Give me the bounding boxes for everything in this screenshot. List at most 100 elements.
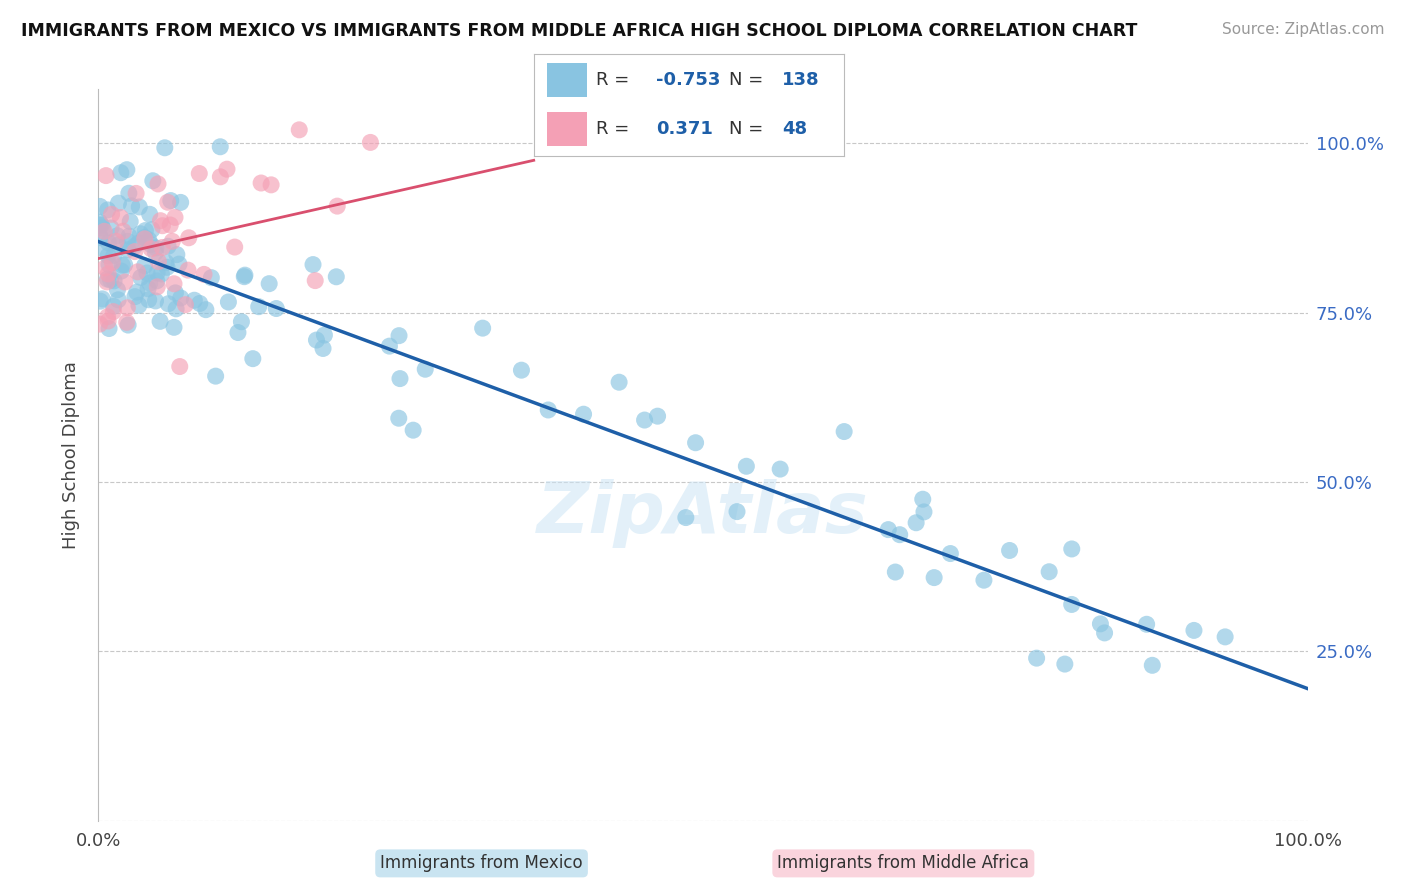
Point [100, 207, 122, 221]
Point [97, 235, 120, 250]
Point [149, 213, 172, 227]
Point [114, 258, 136, 272]
Point [141, 222, 163, 236]
Point [94, 260, 117, 275]
Point [121, 199, 143, 213]
Point [471, 321, 494, 335]
Text: R =: R = [596, 70, 636, 88]
Point [163, 320, 186, 334]
Point [89, 218, 111, 232]
Point [124, 239, 146, 253]
Point [647, 409, 669, 424]
Point [94, 169, 117, 183]
Point [97, 202, 120, 217]
Bar [547, 112, 586, 145]
Point [89, 215, 111, 229]
Point [110, 264, 132, 278]
Point [89, 230, 111, 244]
Point [96, 272, 118, 286]
Text: -0.753: -0.753 [657, 70, 721, 88]
Point [911, 492, 934, 507]
Point [1142, 658, 1164, 673]
Point [94, 243, 117, 257]
Point [675, 510, 697, 524]
Point [139, 237, 162, 252]
Point [148, 254, 170, 268]
Point [257, 277, 280, 291]
Text: N =: N = [730, 120, 769, 138]
Point [1094, 626, 1116, 640]
Point [157, 297, 180, 311]
Point [100, 273, 122, 287]
Point [138, 293, 160, 307]
Point [233, 269, 256, 284]
Text: N =: N = [730, 70, 769, 88]
Point [89, 294, 111, 309]
Point [1038, 565, 1060, 579]
Point [97, 249, 120, 263]
Point [973, 573, 995, 587]
Text: 138: 138 [782, 70, 820, 88]
Point [312, 342, 335, 356]
Point [115, 162, 138, 177]
Point [110, 166, 132, 180]
Point [769, 462, 792, 476]
Point [325, 269, 347, 284]
Point [128, 200, 150, 214]
Point [129, 270, 152, 285]
Point [124, 244, 146, 259]
Point [103, 274, 125, 288]
Point [167, 257, 190, 271]
Point [884, 565, 907, 579]
Point [142, 174, 165, 188]
Point [134, 230, 156, 244]
Point [118, 229, 141, 244]
Point [1136, 617, 1159, 632]
Point [233, 268, 256, 282]
Point [1182, 624, 1205, 638]
Point [90, 230, 112, 244]
Point [153, 141, 176, 155]
Point [152, 219, 174, 233]
Point [145, 245, 167, 260]
Text: R =: R = [596, 120, 636, 138]
Point [912, 505, 935, 519]
Point [136, 282, 159, 296]
Point [217, 295, 239, 310]
Point [200, 270, 222, 285]
Point [326, 199, 349, 213]
Point [413, 362, 436, 376]
Point [156, 195, 179, 210]
Point [146, 280, 169, 294]
Text: Source: ZipAtlas.com: Source: ZipAtlas.com [1222, 22, 1385, 37]
Point [127, 236, 149, 251]
Point [905, 516, 928, 530]
Point [146, 266, 169, 280]
Point [97, 267, 120, 281]
Point [388, 411, 411, 425]
Point [103, 299, 125, 313]
Point [110, 211, 132, 225]
Point [125, 186, 148, 201]
Point [165, 285, 187, 300]
Point [226, 326, 249, 340]
Point [91, 220, 114, 235]
Point [314, 328, 336, 343]
Point [1213, 630, 1236, 644]
Point [174, 298, 197, 312]
Point [145, 293, 167, 308]
Point [1090, 616, 1112, 631]
Point [101, 255, 124, 269]
Point [107, 196, 129, 211]
Point [128, 298, 150, 312]
Point [117, 235, 139, 249]
Point [388, 328, 411, 343]
Point [159, 194, 181, 208]
Point [725, 505, 748, 519]
Point [112, 224, 135, 238]
Point [117, 301, 139, 315]
Point [97, 310, 120, 324]
Point [260, 178, 283, 192]
Point [159, 218, 181, 232]
Point [134, 232, 156, 246]
